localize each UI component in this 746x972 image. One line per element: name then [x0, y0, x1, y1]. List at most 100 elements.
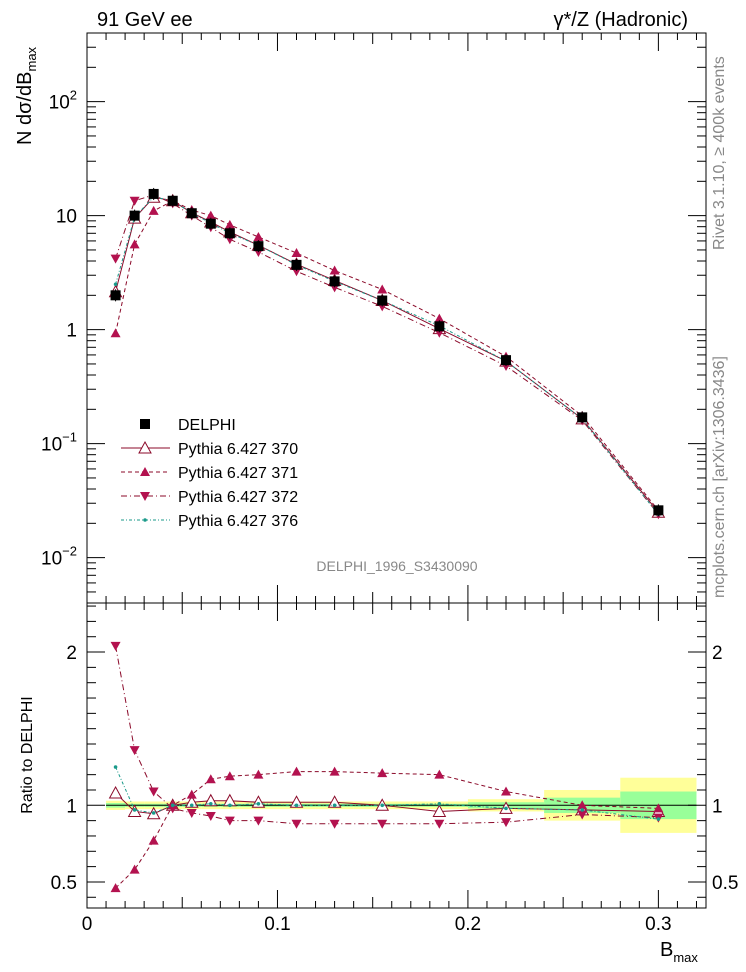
ratio-point — [205, 774, 216, 784]
ratio-point — [656, 817, 661, 821]
ratio-point — [577, 800, 588, 810]
ratio-point — [291, 766, 302, 776]
mc-point — [253, 231, 264, 241]
ratio-point — [437, 801, 442, 806]
ratio-point — [289, 795, 304, 808]
x-tick-label: 0 — [82, 914, 93, 935]
mc-point — [129, 239, 140, 249]
ratio-point — [577, 810, 588, 820]
ratio-point — [186, 808, 197, 818]
ratio-panel-ticks: 0.5 0.5 1 1 2 2 — [51, 603, 738, 908]
mc-point — [377, 284, 388, 294]
analysis-watermark: DELPHI_1996_S3430090 — [316, 558, 477, 574]
ratio-tick-label-left: 2 — [66, 643, 77, 664]
mc-point — [224, 219, 235, 229]
legend-marker — [140, 419, 150, 429]
ratio-point — [184, 795, 199, 808]
ratio-point — [167, 804, 178, 814]
y-tick-label: 10−2 — [41, 544, 77, 570]
ratio-point — [329, 819, 340, 829]
ratio-point — [501, 786, 512, 796]
data-point — [577, 412, 588, 423]
ratio-panel: 0.5 0.5 1 1 2 2 — [51, 602, 738, 909]
ratio-point — [380, 803, 385, 808]
ratio-point — [209, 801, 213, 806]
data-point — [501, 355, 512, 366]
mc-point — [205, 210, 216, 220]
header-right: γ*/Z (Hadronic) — [554, 9, 688, 31]
mcplots-reference-text: mcplots.cern.ch [arXiv:1306.3436] — [711, 356, 728, 598]
ratio-point — [294, 803, 299, 808]
mc-line — [115, 200, 659, 511]
y-tick-label: 10−1 — [41, 430, 77, 456]
ratio-point — [151, 811, 156, 815]
main-ylabel-text: N dσ/dB — [14, 72, 36, 146]
main-ylabel-subscript: max — [24, 46, 39, 71]
legend: DELPHI Pythia 6.427 370 Pythia 6.427 371 Py… — [121, 417, 298, 530]
ratio-point — [129, 864, 140, 874]
ratio-point — [113, 765, 118, 769]
x-axis-label-subscript: max — [673, 950, 698, 965]
ratio-point — [253, 816, 264, 826]
ratio-point — [170, 803, 175, 808]
ratio-point — [329, 766, 340, 776]
data-point — [434, 321, 445, 332]
rivet-version-text: Rivet 3.1.10, ≥ 400k events — [711, 56, 728, 250]
legend-marker — [140, 467, 150, 476]
mc-point — [113, 282, 118, 287]
legend-marker — [140, 492, 150, 501]
ratio-point — [129, 746, 140, 756]
ratio-point — [291, 819, 302, 829]
ratio-point — [205, 812, 216, 822]
ratio-point — [189, 803, 194, 808]
main-panel-ticks: 10−2 10−1 1 10 102 — [41, 32, 706, 604]
data-point — [253, 241, 264, 252]
data-point — [224, 228, 235, 239]
data-point — [291, 259, 302, 270]
x-axis-label: Bmax — [660, 939, 698, 965]
ratio-point — [228, 803, 232, 808]
main-panel-series — [108, 187, 666, 520]
data-point — [110, 290, 121, 301]
ratio-ylabel: Ratio to DELPHI — [19, 696, 36, 813]
x-tick-labels: 0 0.1 0.2 0.3 — [82, 914, 672, 935]
x-tick-label: 0.2 — [455, 914, 481, 935]
y-tick-label: 1 — [66, 321, 77, 342]
ratio-tick-label-right: 1 — [712, 796, 723, 817]
ratio-point — [148, 787, 159, 797]
ratio-point — [327, 795, 342, 808]
legend-label: DELPHI — [178, 417, 236, 434]
mc-point — [110, 328, 121, 338]
ratio-point — [653, 803, 664, 813]
ratio-point — [110, 883, 121, 893]
ratio-point — [148, 835, 159, 845]
legend-marker — [143, 518, 147, 522]
x-tick-label: 0.1 — [264, 914, 290, 935]
x-axis-label-text: B — [660, 939, 673, 961]
data-point — [148, 188, 159, 199]
mc-point — [129, 196, 140, 206]
y-tick-label: 102 — [49, 88, 77, 114]
data-point — [205, 218, 216, 229]
legend-label: Pythia 6.427 372 — [178, 489, 298, 506]
data-point — [186, 208, 197, 219]
ratio-point — [434, 819, 445, 829]
ratio-point — [377, 819, 388, 829]
ratio-point — [580, 808, 584, 812]
ratio-point — [108, 786, 123, 799]
mc-point — [110, 254, 121, 264]
legend-label: Pythia 6.427 370 — [178, 441, 298, 458]
ratio-tick-label-left: 0.5 — [51, 873, 77, 894]
ratio-point — [203, 793, 218, 807]
mc-point — [291, 248, 302, 258]
ratio-tick-label-right: 0.5 — [712, 873, 738, 894]
ratio-panel-series — [108, 641, 666, 893]
ratio-point — [110, 641, 121, 651]
ratio-point — [504, 806, 508, 811]
x-tick-label: 0.3 — [645, 914, 671, 935]
data-point — [377, 295, 388, 306]
legend-label: Pythia 6.427 376 — [178, 513, 298, 530]
ratio-point — [186, 789, 197, 799]
ratio-tick-label-right: 2 — [712, 643, 723, 664]
